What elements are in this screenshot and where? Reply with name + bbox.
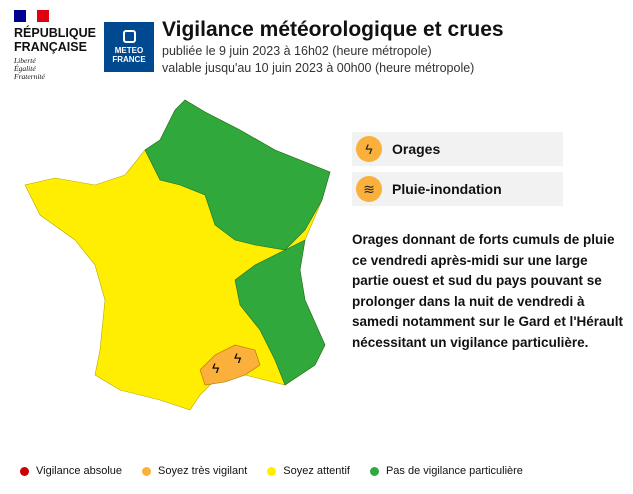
yellow-dot-icon [267,466,277,476]
legend-label: Soyez très vigilant [158,465,248,477]
france-text: FRANCE [112,55,146,64]
meteo-text: METEO [114,46,144,55]
page-title: Vigilance météorologique et crues [162,18,504,41]
legend-item: Soyez très vigilant [142,465,247,477]
legend-item: Soyez attentif [267,465,350,477]
risk-pluie-inondation: ≋ Pluie-inondation [352,172,563,206]
motto: Égalité [14,64,36,73]
risk-orages: ϟ Orages [352,132,563,166]
map-zone-green-alps[interactable] [234,239,326,386]
rf-name-1: RÉPUBLIQUE [14,26,96,40]
legend: Vigilance absolue Soyez très vigilant So… [20,465,523,477]
description: Orages donnant de forts cumuls de pluie … [352,232,624,350]
legend-item: Vigilance absolue [20,465,122,477]
legend-item: Pas de vigilance particulière [369,465,523,477]
lightning-icon: ϟ [234,350,242,366]
lightning-icon: ϟ [356,136,382,162]
republique-francaise-logo: RÉPUBLIQUE FRANÇAISE Liberté Égalité Frate… [14,10,104,81]
rain-flood-icon: ≋ [356,176,382,202]
published-date: publiée le 9 juin 2023 à 16h02 (heure mé… [162,44,432,58]
meteo-france-logo: METEO FRANCE [104,22,154,72]
vigilance-map[interactable]: ϟ ϟ [0,90,345,455]
map-zone-green-northeast[interactable] [144,99,331,251]
motto: Liberté [14,56,36,65]
orange-dot-icon [142,466,152,476]
valid-until: valable jusqu'au 10 juin 2023 à 00h00 (h… [162,61,475,75]
motto: Fraternité [14,72,45,81]
map-zone-orange-gard-herault[interactable] [199,344,261,386]
red-dot-icon [20,466,29,476]
risk-label: Orages [392,141,441,157]
lightning-icon: ϟ [212,360,220,376]
rf-name-2: FRANÇAISE [14,40,87,54]
legend-label: Soyez attentif [283,465,350,477]
green-dot-icon [369,466,379,476]
risk-label: Pluie-inondation [392,181,502,197]
legend-label: Vigilance absolue [36,465,123,477]
legend-label: Pas de vigilance particulière [385,465,523,477]
french-flag-icon [14,10,50,22]
meteo-france-icon [122,30,136,43]
